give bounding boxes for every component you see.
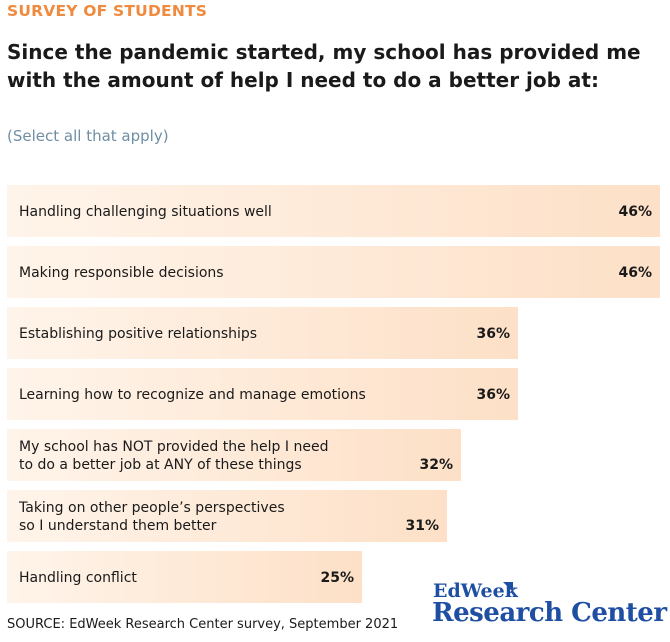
- bar-label-1: Making responsible decisions: [19, 265, 224, 281]
- bar-value-5: 31%: [405, 518, 439, 534]
- bar-4: [7, 429, 461, 481]
- bar-6: [7, 551, 362, 603]
- bar-label-0: Handling challenging situations well: [19, 204, 272, 220]
- bar-value-3: 36%: [476, 387, 510, 403]
- bar-chart: Handling challenging situations well 46% M…: [7, 185, 660, 603]
- bar-value-4: 32%: [419, 457, 453, 473]
- logo-accent-icon: [503, 582, 513, 592]
- bar-3: [7, 368, 518, 420]
- bar-5: [7, 490, 447, 542]
- bar-label-6: Handling conflict: [19, 570, 137, 586]
- chart-title: Since the pandemic started, my school ha…: [7, 40, 641, 92]
- bar-label-5: Taking on other people’s perspectives so …: [18, 500, 285, 534]
- bar-value-6: 25%: [320, 570, 354, 586]
- bar-1: [7, 246, 660, 298]
- bar-label-4: My school has NOT provided the help I ne…: [19, 439, 328, 473]
- chart-subtitle: (Select all that apply): [7, 127, 169, 145]
- logo-edweek: EdWeek: [433, 580, 518, 602]
- bar-value-1: 46%: [618, 265, 652, 281]
- bar-2: [7, 307, 518, 359]
- bar-0: [7, 185, 660, 237]
- bar-label-3: Learning how to recognize and manage emo…: [19, 387, 366, 403]
- bar-value-0: 46%: [618, 204, 652, 220]
- bar-label-2: Establishing positive relationships: [19, 326, 257, 342]
- source-note: SOURCE: EdWeek Research Center survey, S…: [7, 617, 399, 632]
- kicker: SURVEY OF STUDENTS: [7, 2, 208, 20]
- bar-value-2: 36%: [476, 326, 510, 342]
- logo-research-center: Research Center: [432, 598, 667, 628]
